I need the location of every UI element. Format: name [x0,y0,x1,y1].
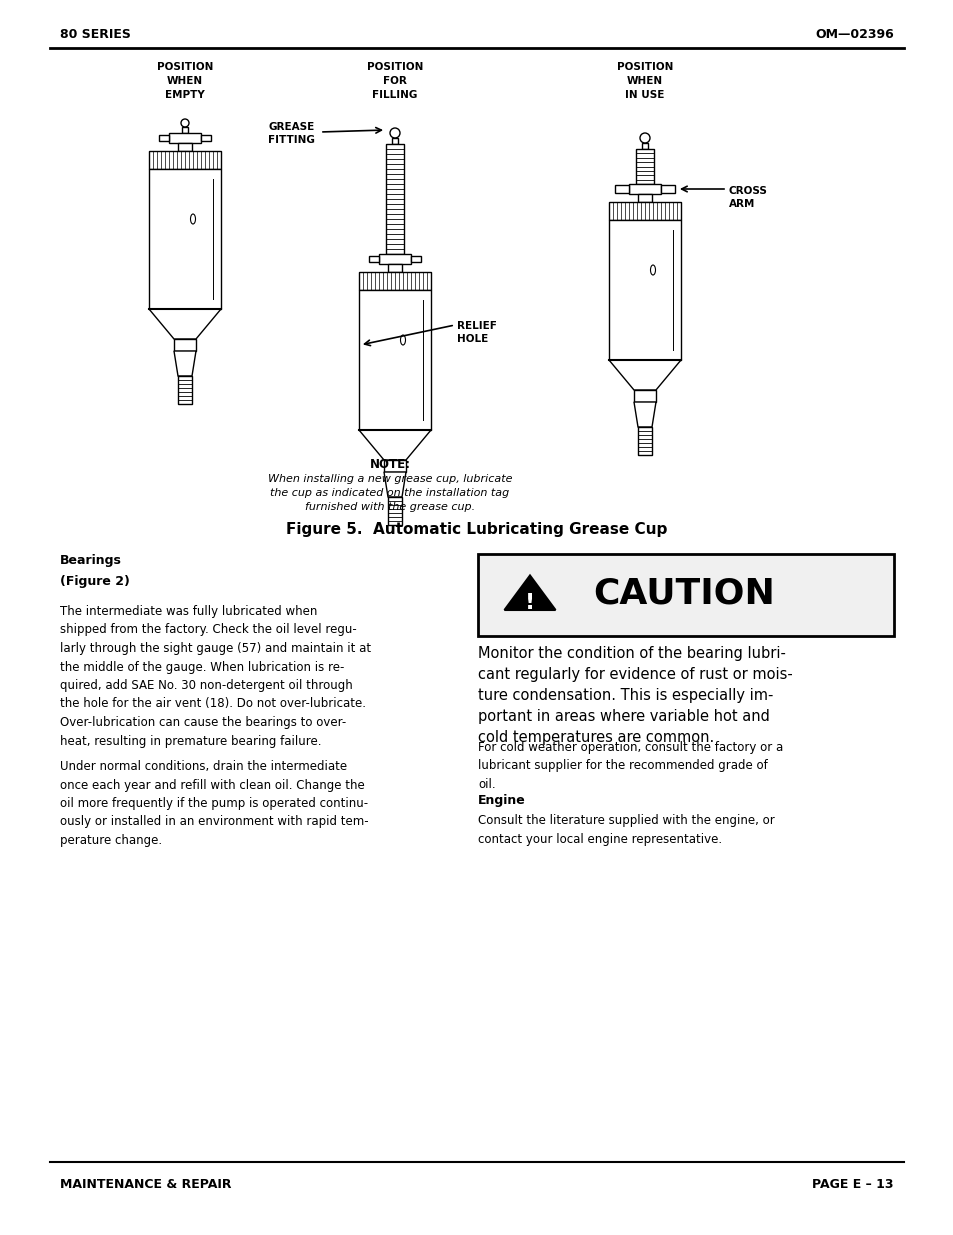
Bar [384,459,406,472]
Polygon shape [634,403,656,427]
Bar [159,135,169,141]
Bar [608,203,680,220]
Text: !: ! [524,593,535,613]
Bar [392,138,397,144]
Text: When installing a new grease cup, lubricate
the cup as indicated on the installa: When installing a new grease cup, lubric… [268,474,512,513]
Polygon shape [173,351,195,375]
Bar [201,135,211,141]
Text: CAUTION: CAUTION [593,576,774,610]
Text: Bearings: Bearings [60,555,122,567]
Text: For cold weather operation, consult the factory or a
lubricant supplier for the : For cold weather operation, consult the … [477,741,782,790]
Text: PAGE E – 13: PAGE E – 13 [812,1178,893,1191]
Bar [178,143,192,151]
Bar [358,272,431,290]
Bar [628,184,660,194]
Bar [169,133,201,143]
Text: GREASE
FITTING: GREASE FITTING [268,122,314,146]
Bar [411,256,420,262]
Text: 80 SERIES: 80 SERIES [60,28,131,41]
Text: Monitor the condition of the bearing lubri-
cant regularly for evidence of rust : Monitor the condition of the bearing lub… [477,646,792,745]
Text: Figure 5.  Automatic Lubricating Grease Cup: Figure 5. Automatic Lubricating Grease C… [286,522,667,537]
Circle shape [390,128,399,138]
Bar [615,185,628,193]
Bar [388,496,401,525]
Polygon shape [149,309,221,338]
Text: RELIEF
HOLE: RELIEF HOLE [456,321,497,345]
Bar [369,256,378,262]
Polygon shape [608,359,680,390]
Circle shape [639,133,649,143]
Text: MAINTENANCE & REPAIR: MAINTENANCE & REPAIR [60,1178,232,1191]
Polygon shape [504,576,555,610]
Bar [149,169,221,309]
Bar [641,143,647,149]
Text: NOTE:: NOTE: [369,458,410,471]
Text: POSITION
WHEN
EMPTY: POSITION WHEN EMPTY [156,62,213,100]
Bar [388,264,401,272]
Bar [149,151,221,169]
Text: Consult the literature supplied with the engine, or
contact your local engine re: Consult the literature supplied with the… [477,814,774,846]
Polygon shape [384,472,406,496]
Bar [634,390,656,403]
Text: The intermediate was fully lubricated when
shipped from the factory. Check the o: The intermediate was fully lubricated wh… [60,605,371,747]
Text: POSITION
WHEN
IN USE: POSITION WHEN IN USE [617,62,673,100]
Bar [608,220,680,359]
Bar [636,149,654,184]
Text: OM—02396: OM—02396 [815,28,893,41]
Text: Under normal conditions, drain the intermediate
once each year and refill with c: Under normal conditions, drain the inter… [60,760,368,847]
Polygon shape [358,430,431,459]
Bar [182,127,188,133]
Bar [477,555,893,636]
Bar [178,375,192,404]
Circle shape [181,119,189,127]
Bar [173,338,195,351]
Text: (Figure 2): (Figure 2) [60,576,130,588]
Bar [660,185,675,193]
Text: Engine: Engine [477,794,525,806]
Bar [358,290,431,430]
Bar [386,144,403,254]
Bar [638,427,651,454]
Bar [378,254,411,264]
Text: CROSS
ARM: CROSS ARM [728,186,767,209]
Bar [638,194,651,203]
Text: POSITION
FOR
FILLING: POSITION FOR FILLING [366,62,423,100]
